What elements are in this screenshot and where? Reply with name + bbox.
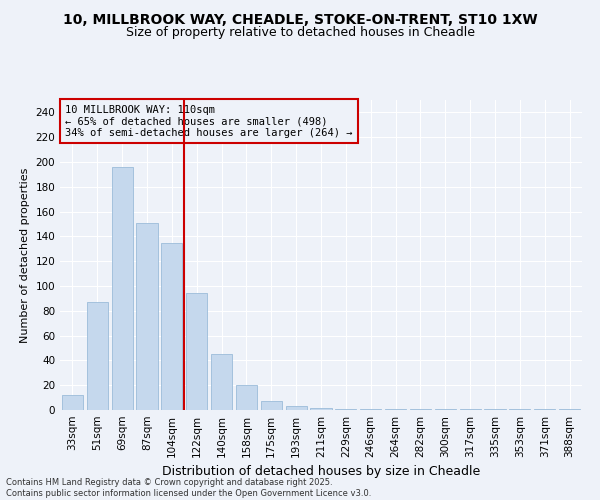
Bar bbox=[509, 409, 530, 410]
Bar bbox=[435, 409, 456, 410]
Bar bbox=[286, 406, 307, 410]
Y-axis label: Number of detached properties: Number of detached properties bbox=[20, 168, 30, 342]
Bar bbox=[385, 409, 406, 410]
Text: 10 MILLBROOK WAY: 110sqm
← 65% of detached houses are smaller (498)
34% of semi-: 10 MILLBROOK WAY: 110sqm ← 65% of detach… bbox=[65, 104, 353, 138]
Text: Size of property relative to detached houses in Cheadle: Size of property relative to detached ho… bbox=[125, 26, 475, 39]
Bar bbox=[460, 409, 481, 410]
Bar bbox=[161, 242, 182, 410]
Bar bbox=[261, 402, 282, 410]
Bar bbox=[87, 302, 108, 410]
Bar bbox=[186, 294, 207, 410]
Bar bbox=[236, 385, 257, 410]
Bar bbox=[310, 408, 332, 410]
Bar bbox=[410, 409, 431, 410]
Bar bbox=[136, 223, 158, 410]
Bar bbox=[211, 354, 232, 410]
Bar bbox=[62, 395, 83, 410]
Bar bbox=[559, 409, 580, 410]
Bar bbox=[534, 409, 555, 410]
X-axis label: Distribution of detached houses by size in Cheadle: Distribution of detached houses by size … bbox=[162, 466, 480, 478]
Bar bbox=[112, 167, 133, 410]
Bar bbox=[484, 409, 506, 410]
Bar bbox=[335, 409, 356, 410]
Text: Contains HM Land Registry data © Crown copyright and database right 2025.
Contai: Contains HM Land Registry data © Crown c… bbox=[6, 478, 371, 498]
Bar bbox=[360, 409, 381, 410]
Text: 10, MILLBROOK WAY, CHEADLE, STOKE-ON-TRENT, ST10 1XW: 10, MILLBROOK WAY, CHEADLE, STOKE-ON-TRE… bbox=[62, 12, 538, 26]
